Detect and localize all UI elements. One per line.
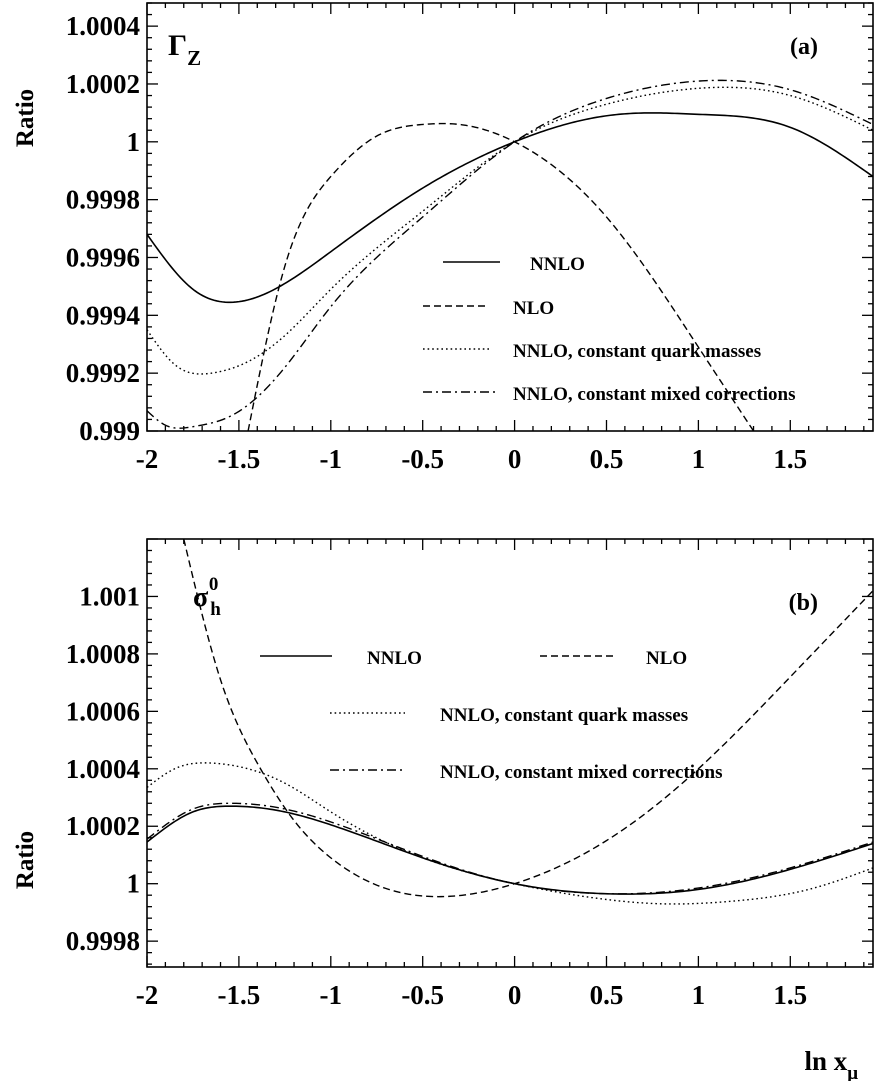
x-tick-label: 1 [692,444,706,474]
legend-label: NNLO [367,648,422,669]
panel-b-y-axis-label: Ratio [12,831,39,889]
series-line-dashdot [147,802,873,895]
legend-label: NNLO, constant quark masses [440,705,688,726]
panel-b-legend: NNLO NLO NNLO, constant quark masses NNLO, … [260,648,723,783]
y-tick-label: 0.9992 [66,358,140,388]
y-tick-label: 0.9996 [66,242,140,272]
panel-a-frame [146,2,874,432]
x-tick-label: 0.5 [590,444,624,474]
legend-label: NLO [513,298,554,319]
panel-b-curves [147,539,873,905]
y-tick-label: 1.0008 [66,639,140,669]
panel-a-label: (a) [790,34,818,60]
series-line-dashdot [147,79,873,429]
series-line-solid [147,805,873,895]
x-tick-label: -0.5 [401,980,444,1010]
panel-a-curves [147,79,873,431]
panel-a-chart: 0.999 0.9992 0.9994 0.9996 0.9998 1 1.0002 1.00… [12,2,874,474]
panel-b-x-tick-labels: -2 -1.5 -1 -0.5 0 0.5 1 1.5 [136,980,807,1010]
y-tick-label: 1.0002 [66,811,140,841]
x-tick-label: 0.5 [590,980,624,1010]
x-tick-label: -1.5 [218,444,261,474]
legend-label: NLO [646,648,687,669]
x-tick-label: 1.5 [773,980,807,1010]
panel-b-frame [146,538,874,968]
legend-label: NNLO [530,254,585,275]
panel-a-legend: NNLO NLO NNLO, constant quark masses NNLO, … [423,254,796,405]
legend-label: NNLO, constant mixed corrections [440,762,723,783]
x-tick-label: -2 [136,444,159,474]
x-tick-label: -1 [320,980,343,1010]
y-tick-label: 1.0004 [66,11,140,41]
y-tick-label: 0.999 [79,416,140,446]
panel-b-label: (b) [789,590,818,616]
series-line-solid [147,112,873,304]
y-tick-label: 1 [127,127,141,157]
y-tick-label: 1.001 [79,581,140,611]
y-tick-label: 1.0004 [66,754,140,784]
x-tick-label: -1.5 [218,980,261,1010]
panel-a-ticks [146,2,873,432]
y-tick-label: 0.9998 [66,185,140,215]
panel-a-x-tick-labels: -2 -1.5 -1 -0.5 0 0.5 1 1.5 [136,444,807,474]
series-line-dashed [183,539,873,898]
legend-label: NNLO, constant mixed corrections [513,384,796,405]
panel-a-y-axis-label: Ratio [12,89,39,147]
x-tick-label: 1 [692,980,706,1010]
panel-a-quantity-symbol: ΓZ [168,29,201,70]
y-tick-label: 1.0002 [66,69,140,99]
panel-b-ticks [146,538,873,967]
legend-label: NNLO, constant quark masses [513,341,761,362]
panel-b-quantity-symbol: σ h0 [193,574,221,620]
panel-b-y-tick-labels: 0.9998 1 1.0002 1.0004 1.0006 1.0008 1.001 [66,581,140,956]
x-tick-label: -2 [136,980,159,1010]
x-tick-label: -0.5 [401,444,444,474]
x-tick-label: 1.5 [773,444,807,474]
panel-a-y-tick-labels: 0.999 0.9992 0.9994 0.9996 0.9998 1 1.0002 1.00… [66,11,140,446]
series-line-dotted [147,86,873,375]
y-tick-label: 1.0006 [66,696,140,726]
y-tick-label: 0.9994 [66,300,140,330]
y-tick-label: 0.9998 [66,926,140,956]
y-tick-label: 1 [127,869,141,899]
x-tick-label: -1 [320,444,343,474]
x-tick-label: 0 [508,444,522,474]
x-tick-label: 0 [508,980,522,1010]
x-axis-label: ln xμ [804,1046,858,1081]
